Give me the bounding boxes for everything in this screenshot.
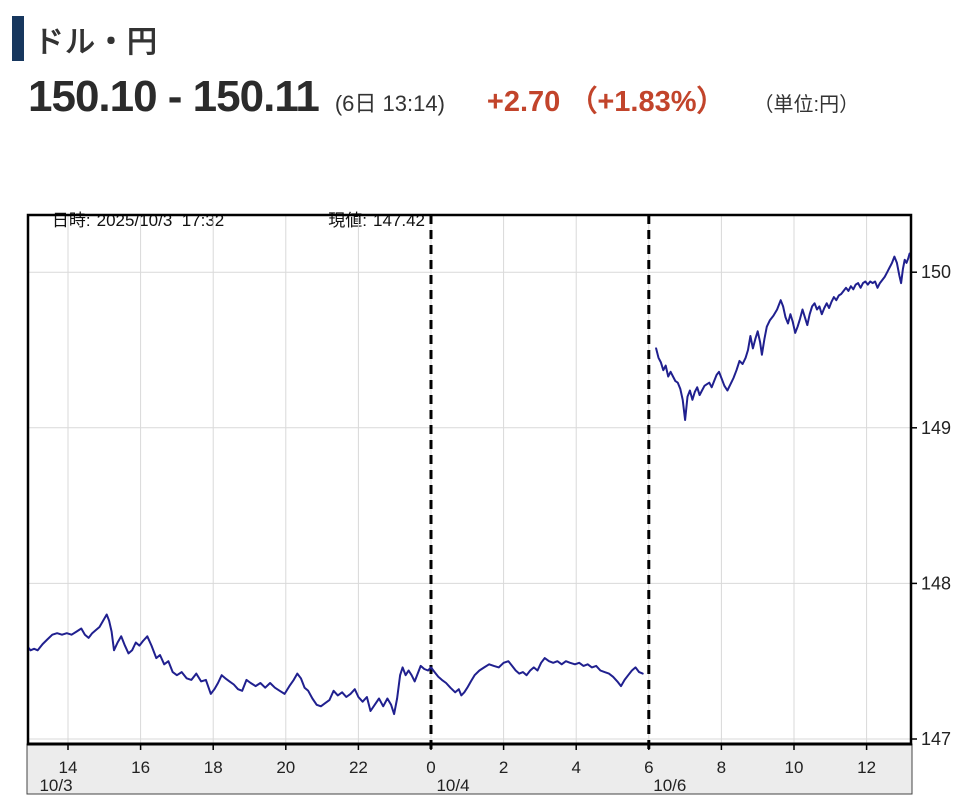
x-tick-label: 6 [644,758,653,777]
x-axis-band [26,743,913,795]
x-tick-label: 12 [857,758,876,777]
y-tick-label: 147 [921,729,951,749]
x-tick-label: 14 [59,758,78,777]
x-tick-label: 10 [785,758,804,777]
x-tick-label: 16 [131,758,150,777]
price-line [655,252,910,421]
x-tick-label: 8 [717,758,726,777]
x-tick-label: 20 [276,758,295,777]
bid-ask-quote: 150.10 - 150.11 [28,72,320,121]
x-tick-label: 22 [349,758,368,777]
unit-label: （単位:円） [753,94,860,116]
quote-timestamp: (6日 13:14) [334,91,445,116]
quote-row: 150.10 - 150.11 (6日 13:14) +2.70 （+1.83%… [28,72,859,122]
day-label: 10/6 [653,776,686,795]
page-title: ドル・円 [34,25,158,59]
price-change: +2.70 （+1.83%） [486,86,726,118]
x-tick-label: 4 [571,758,580,777]
y-tick-label: 148 [921,573,951,593]
x-tick-label: 0 [426,758,435,777]
price-line [29,613,644,716]
title-row: ドル・円 [12,16,158,61]
title-marker-bar [12,16,24,61]
plot-border [26,213,913,746]
chart-area: 14 16 18 20 22 0 2 4 6 8 10 12 10/3 10/4 10/6 147 148 149… [0,210,975,804]
x-tick-label: 2 [499,758,508,777]
day-label: 10/3 [39,776,72,795]
day-label: 10/4 [436,776,469,795]
x-tick-label: 18 [204,758,223,777]
y-tick-label: 150 [921,262,951,282]
y-tick-label: 149 [921,418,951,438]
chart-canvas[interactable]: 14 16 18 20 22 0 2 4 6 8 10 12 10/3 10/4 10/6 147 148 149… [0,210,975,804]
